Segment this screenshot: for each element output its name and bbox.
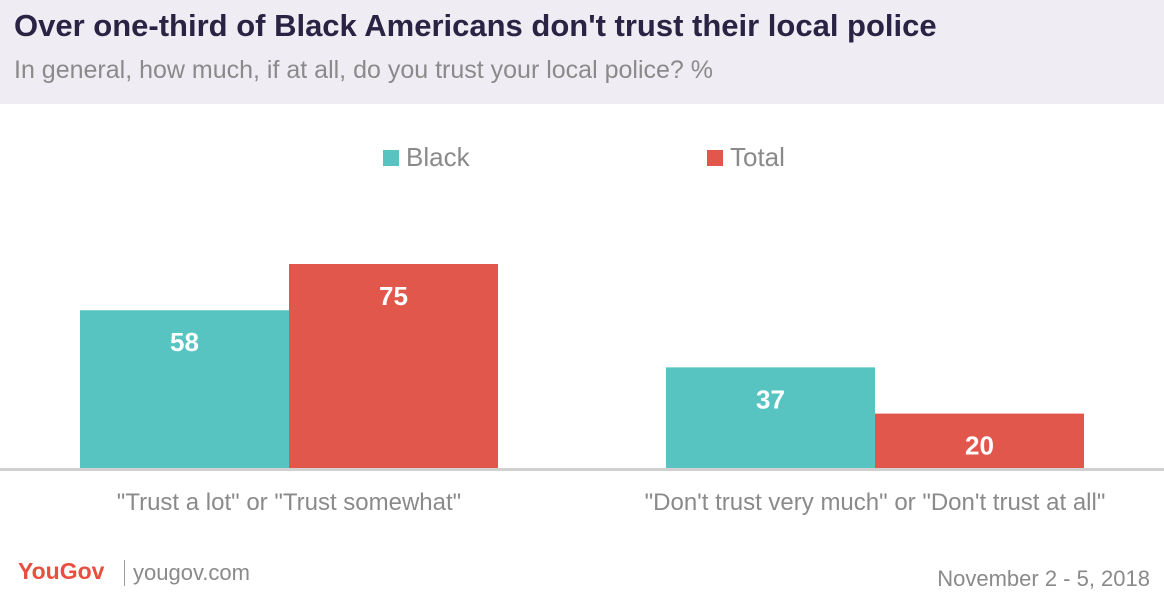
bar-total-0: [289, 264, 498, 468]
footer-divider: [124, 560, 125, 586]
value-label: 58: [170, 327, 199, 357]
value-label: 75: [379, 281, 408, 311]
header-band: Over one-third of Black Americans don't …: [0, 0, 1164, 104]
footer-date: November 2 - 5, 2018: [937, 566, 1150, 591]
footer-site: yougov.com: [133, 560, 250, 585]
chart-title: Over one-third of Black Americans don't …: [14, 8, 937, 43]
bar-black-0: [80, 310, 289, 468]
x-axis-line: [0, 468, 1164, 471]
bar-black-1: [666, 367, 875, 468]
category-label-1: "Don't trust very much" or "Don't trust …: [645, 489, 1106, 516]
legend-swatch-total: [707, 150, 723, 166]
category-label-0: "Trust a lot" or "Trust somewhat": [117, 489, 461, 516]
value-label: 20: [965, 431, 994, 461]
value-label: 37: [756, 384, 785, 414]
chart-subtitle: In general, how much, if at all, do you …: [14, 56, 713, 84]
legend-swatch-black: [383, 150, 399, 166]
bar-total-1: [875, 413, 1084, 468]
yougov-logo: YouGov: [18, 558, 105, 584]
bar-chart: Black Total 58 75 "Trust a lot" or "Trust so…: [0, 142, 1164, 516]
legend-label-black: Black: [406, 142, 471, 172]
legend-label-total: Total: [730, 142, 785, 172]
